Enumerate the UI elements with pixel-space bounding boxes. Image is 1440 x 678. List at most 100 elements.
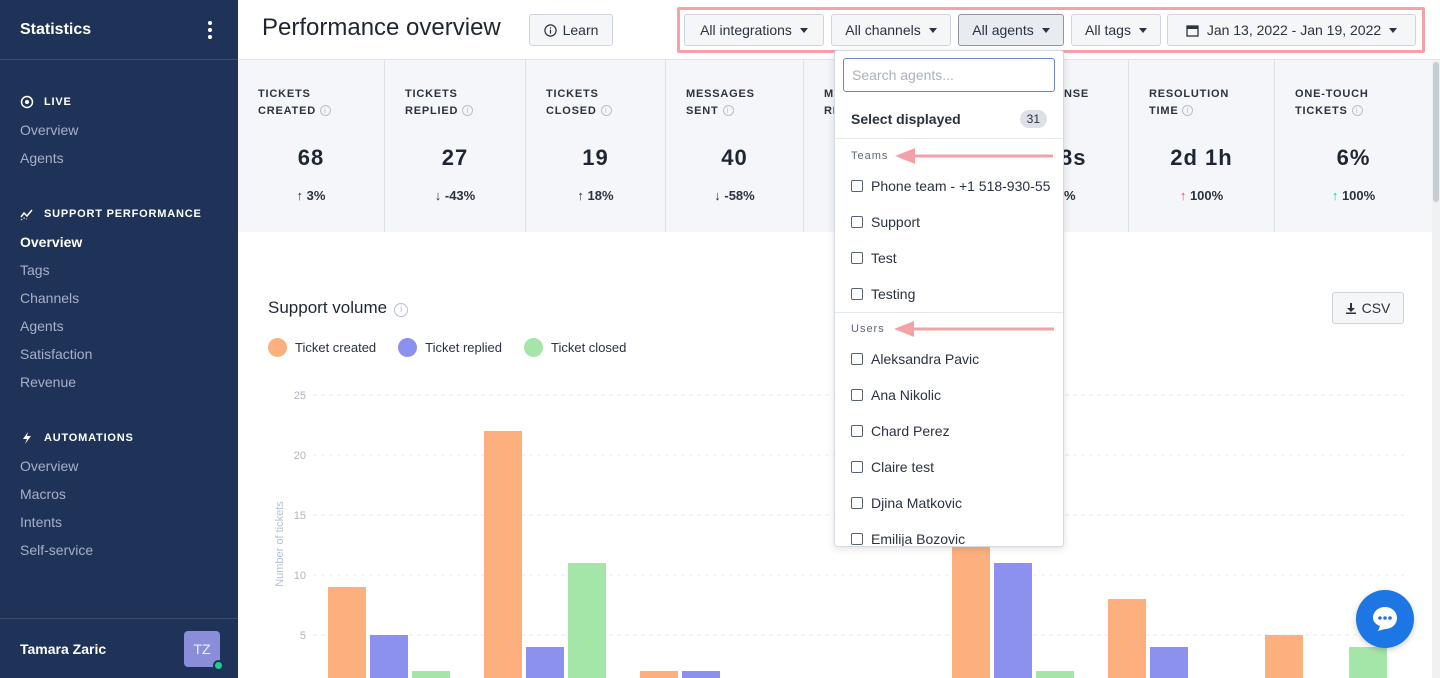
legend-swatch [398,338,418,357]
sidebar-item-live-overview[interactable]: Overview [20,122,79,138]
legend-item[interactable]: Ticket closed [524,338,626,357]
chat-widget-button[interactable] [1356,590,1414,648]
sidebar-footer: Tamara Zaric TZ [0,618,238,678]
scrollbar-thumb[interactable] [1433,62,1439,202]
chart-title: Support volume i [268,298,409,318]
stat-value: 40 [721,145,748,170]
bar-ticket-replied[interactable] [682,671,720,678]
target-icon [20,95,34,109]
y-tick-label: 10 [294,570,306,582]
bar-ticket-created[interactable] [1108,599,1146,678]
user-option[interactable]: Chard Perez [851,420,1057,442]
stat-card-tickets-created: TICKETS CREATED i 68 ↑ 3% [238,60,385,232]
filter-label: All tags [1085,22,1131,38]
sidebar-section-support-performance: SUPPORT PERFORMANCE Overview Tags Channe… [0,204,202,396]
select-displayed-count: 31 [1019,109,1047,128]
stat-label: RESOLUTION TIME i [1149,88,1230,117]
bar-ticket-replied[interactable] [370,635,408,678]
info-icon[interactable]: i [600,105,612,116]
stat-value: 68 [297,145,325,170]
learn-label: Learn [562,22,599,38]
agents-filter[interactable]: All agents [958,14,1064,46]
team-option[interactable]: Support [851,211,1057,233]
bar-ticket-closed[interactable] [568,563,606,678]
csv-download-button[interactable]: CSV [1332,292,1404,324]
stat-label: TICKETS CLOSED i [546,86,612,120]
bar-ticket-created[interactable] [952,539,990,678]
sidebar-item-automations-overview[interactable]: Overview [20,458,79,474]
date-range-filter[interactable]: Jan 13, 2022 - Jan 19, 2022 [1167,14,1416,46]
team-option[interactable]: Testing [851,283,1057,305]
info-icon[interactable]: i [1182,105,1194,116]
calendar-icon [1186,24,1199,37]
legend-item[interactable]: Ticket created [268,338,376,357]
user-option[interactable]: Ana Nikolic [851,384,1057,406]
avatar[interactable]: TZ [184,630,224,671]
sidebar-item-agents[interactable]: Agents [20,318,64,334]
team-option[interactable]: Test [851,247,1057,269]
legend-swatch [268,338,287,357]
user-name[interactable]: Tamara Zaric [20,640,107,657]
team-option[interactable]: Phone team - +1 518-930-55 [851,175,1057,197]
stat-card-one-touch-tickets: ONE-TOUCH TICKETS i 6% ↑ 100% [1275,60,1432,232]
search-agents-input[interactable] [843,58,1055,92]
bar-ticket-created[interactable] [640,671,678,678]
y-tick-label: 5 [300,630,306,642]
info-icon[interactable]: i [722,105,734,116]
caret-down-icon [1389,27,1398,33]
user-option[interactable]: Aleksandra Pavic [851,348,1057,370]
user-option[interactable]: Djina Matkovic [851,492,1057,514]
sidebar-item-revenue[interactable]: Revenue [20,374,77,390]
select-displayed-option[interactable]: Select displayed 31 [835,99,1063,139]
bar-ticket-closed[interactable] [412,671,450,678]
bar-ticket-created[interactable] [328,587,366,678]
sidebar-item-channels[interactable]: Channels [20,290,80,306]
user-option[interactable]: Emilija Bozovic [851,528,1057,546]
bar-ticket-closed[interactable] [1036,671,1074,678]
sidebar-item-intents[interactable]: Intents [20,514,63,530]
integrations-filter[interactable]: All integrations [684,14,824,46]
more-options-icon[interactable] [202,20,218,39]
bar-ticket-created[interactable] [484,431,522,678]
stat-change: ↓ -58% [714,188,755,203]
channels-filter[interactable]: All channels [831,14,951,46]
section-label: AUTOMATIONS [44,432,134,444]
bar-ticket-replied[interactable] [994,563,1032,678]
checkbox [851,288,863,300]
checkbox [851,216,863,228]
y-tick-label: 15 [294,510,306,522]
sidebar-item-macros[interactable]: Macros [20,486,66,502]
users-group-header: Users [851,323,885,335]
sidebar-item-live-agents[interactable]: Agents [20,150,64,166]
sidebar-item-self-service[interactable]: Self-service [20,542,94,558]
legend-item[interactable]: Ticket replied [398,338,502,357]
section-label: LIVE [44,96,72,108]
info-icon[interactable]: i [1351,105,1363,116]
bar-ticket-created[interactable] [1265,635,1303,678]
avatar-initials: TZ [193,640,211,657]
tags-filter[interactable]: All tags [1071,14,1161,46]
checkbox [851,252,863,264]
user-option[interactable]: Claire test [851,456,1057,478]
download-icon [1345,302,1356,314]
info-icon[interactable]: i [319,105,331,116]
learn-button[interactable]: Learn [529,14,613,46]
info-icon [543,23,557,37]
stat-value: 27 [441,145,469,170]
chat-icon [1373,607,1397,631]
sidebar-item-overview[interactable]: Overview [20,234,83,250]
info-icon[interactable]: i [394,303,409,317]
sidebar-item-tags[interactable]: Tags [20,262,50,278]
checkbox [851,461,863,473]
bar-ticket-replied[interactable] [1150,647,1188,678]
info-icon[interactable]: i [462,105,474,116]
checkbox [851,533,863,545]
page-scrollbar[interactable] [1432,60,1440,678]
filter-label: All channels [845,22,921,38]
bar-ticket-closed[interactable] [1349,647,1387,678]
bar-ticket-replied[interactable] [526,647,564,678]
sidebar-section-live: LIVE Overview Agents [0,92,78,172]
agents-dropdown-menu: Select displayed 31 Teams Phone team - +… [834,50,1064,547]
sidebar-item-satisfaction[interactable]: Satisfaction [20,346,93,362]
stat-change: ↓ -43% [434,188,476,203]
